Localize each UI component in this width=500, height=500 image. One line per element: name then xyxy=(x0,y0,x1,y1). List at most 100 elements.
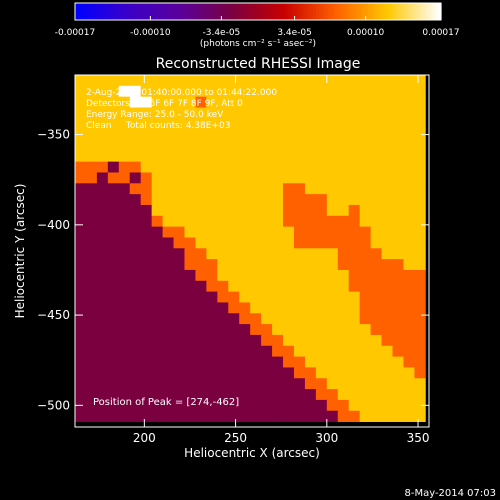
heatmap-cell xyxy=(392,107,404,119)
heatmap-cell xyxy=(348,129,361,141)
heatmap-cell xyxy=(118,345,131,357)
heatmap-cell xyxy=(129,269,142,282)
heatmap-cell xyxy=(162,139,174,152)
heatmap-cell xyxy=(261,324,273,336)
heatmap-cell xyxy=(129,118,142,130)
heatmap-cell xyxy=(337,237,350,249)
heatmap-cell xyxy=(337,356,350,368)
heatmap-cell xyxy=(140,118,153,130)
colorbar-segment xyxy=(200,3,204,20)
heatmap-cell xyxy=(118,389,131,401)
heatmap-cell xyxy=(348,345,361,357)
heatmap-cell xyxy=(118,150,131,163)
heatmap-cell xyxy=(85,378,98,390)
heatmap-cell xyxy=(184,215,196,228)
heatmap-cell xyxy=(315,410,328,422)
heatmap-cell xyxy=(370,334,382,347)
colorbar-segment xyxy=(90,3,94,20)
heatmap-cell xyxy=(118,269,131,282)
heatmap-cell xyxy=(315,291,328,303)
heatmap-cell xyxy=(107,389,120,401)
heatmap-cell xyxy=(392,280,404,293)
colorbar-segment xyxy=(437,3,442,20)
heatmap-cell xyxy=(140,269,153,282)
heatmap-cell xyxy=(272,345,284,357)
heatmap-cell xyxy=(217,161,229,173)
heatmap-cell xyxy=(348,389,361,401)
heatmap-cell xyxy=(151,204,163,217)
heatmap-cell xyxy=(359,356,372,368)
heatmap-cell xyxy=(85,291,98,303)
heatmap-cell xyxy=(75,215,87,228)
colorbar-segment xyxy=(239,3,244,20)
heatmap-cell xyxy=(283,367,295,379)
heatmap-cell xyxy=(228,302,240,314)
heatmap-cell xyxy=(173,85,185,98)
colorbar-segment xyxy=(373,3,378,20)
heatmap-cell xyxy=(381,237,393,249)
heatmap-cell xyxy=(75,107,87,119)
annotation-time-range: 2-Aug-2012 01:40:00.000 to 01:44:22.000 xyxy=(86,88,277,98)
colorbar-segment xyxy=(169,3,174,20)
heatmap-cell xyxy=(195,226,207,238)
heatmap-cell xyxy=(217,334,229,347)
heatmap-cell xyxy=(392,399,404,412)
heatmap-cell xyxy=(239,183,251,195)
heatmap-cell xyxy=(151,334,163,347)
heatmap-cell xyxy=(184,150,196,163)
heatmap-cell xyxy=(129,410,142,422)
colorbar-segment xyxy=(355,3,360,20)
heatmap-cell xyxy=(129,75,142,87)
heatmap-cell xyxy=(184,129,196,141)
heatmap-cell xyxy=(293,259,306,271)
heatmap-cell xyxy=(283,324,295,336)
heatmap-cell xyxy=(381,204,393,217)
heatmap-cell xyxy=(129,345,142,357)
heatmap-cell xyxy=(370,269,382,282)
heatmap-cell xyxy=(250,367,262,379)
heatmap-cell xyxy=(283,237,295,249)
heatmap-cell xyxy=(272,334,284,347)
heatmap-cell xyxy=(414,75,426,87)
x-axis-label: Heliocentric X (arcsec) xyxy=(184,446,320,460)
heatmap-cell xyxy=(151,399,163,412)
heatmap-cell xyxy=(250,96,262,108)
heatmap-cell xyxy=(414,367,426,379)
heatmap-cell xyxy=(414,118,426,130)
heatmap-cell xyxy=(75,85,87,98)
heatmap-cell xyxy=(107,313,120,325)
heatmap-cell xyxy=(250,161,262,173)
colorbar-segment xyxy=(291,3,296,20)
heatmap-cell xyxy=(129,204,142,217)
heatmap-cell xyxy=(239,107,251,119)
heatmap-cell xyxy=(392,118,404,130)
heatmap-cell xyxy=(151,259,163,271)
heatmap-cell xyxy=(293,291,306,303)
heatmap-cell xyxy=(293,410,306,422)
heatmap-cell xyxy=(315,237,328,249)
heatmap-cell xyxy=(304,378,317,390)
heatmap-cell xyxy=(315,150,328,163)
heatmap-cell xyxy=(250,302,262,314)
heatmap-cell xyxy=(392,313,404,325)
heatmap-cell xyxy=(140,367,153,379)
heatmap-cell xyxy=(184,291,196,303)
colorbar-segment xyxy=(434,3,439,20)
heatmap-cell xyxy=(118,215,131,228)
heatmap-cell xyxy=(283,172,295,184)
heatmap-cell xyxy=(304,367,317,379)
heatmap-cell xyxy=(206,194,218,206)
heatmap-cell xyxy=(140,226,153,238)
heatmap-cell xyxy=(370,172,382,184)
heatmap-cell xyxy=(217,237,229,249)
colorbar-segment xyxy=(148,3,152,20)
heatmap-cell xyxy=(173,183,185,195)
heatmap-cell xyxy=(195,280,207,293)
heatmap-cell xyxy=(118,302,131,314)
heatmap-cell xyxy=(195,139,207,152)
heatmap-cell xyxy=(414,399,426,412)
heatmap-cell xyxy=(107,399,120,412)
heatmap-cell xyxy=(85,107,98,119)
heatmap-cell xyxy=(370,150,382,163)
heatmap-cell xyxy=(173,410,185,422)
